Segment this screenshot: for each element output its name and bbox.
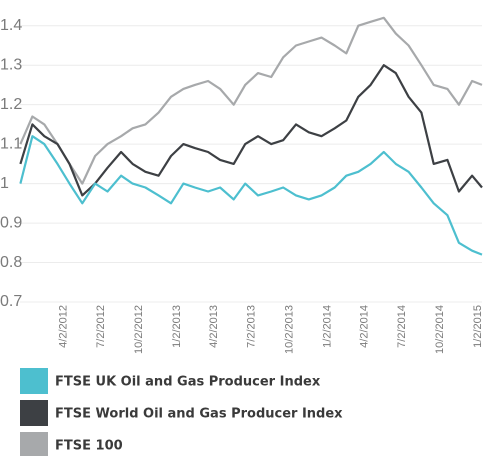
y-tick-label: 0.7 [0, 293, 22, 310]
series-line [19, 64, 483, 197]
y-tick-label: 0.8 [0, 254, 22, 271]
x-tick-label: 7/2/2014 [396, 305, 408, 348]
legend-label: FTSE 100 [55, 439, 123, 454]
legend-label: FTSE World Oil and Gas Producer Index [55, 407, 343, 422]
y-tick-label: 1.2 [0, 96, 22, 113]
y-tick-label: 1 [0, 175, 9, 192]
legend-label: FTSE UK Oil and Gas Producer Index [55, 375, 321, 390]
x-tick-label: 4/2/2012 [57, 305, 69, 348]
x-tick-label: 1/2/2014 [321, 305, 333, 348]
legend-swatch [20, 400, 48, 426]
x-tick-label: 10/2/2012 [133, 305, 145, 354]
y-tick-label: 0.9 [0, 214, 22, 231]
series-line [19, 135, 483, 256]
x-tick-label: 7/2/2013 [246, 305, 258, 348]
x-tick-label: 1/2/2013 [171, 305, 183, 348]
x-tick-label: 1/2/2015 [472, 305, 484, 348]
x-tick-label: 4/2/2014 [359, 305, 371, 348]
series-line [19, 16, 483, 185]
y-tick-label: 1.4 [0, 17, 22, 34]
x-tick-label: 4/2/2013 [208, 305, 220, 348]
legend-swatch [20, 368, 48, 394]
x-tick-label: 10/2/2014 [434, 305, 446, 354]
x-tick-label: 7/2/2012 [95, 305, 107, 348]
x-tick-label: 10/2/2013 [283, 305, 295, 354]
y-tick-label: 1.3 [0, 56, 22, 73]
y-tick-label: 1.1 [0, 135, 22, 152]
legend-swatch [20, 432, 48, 458]
